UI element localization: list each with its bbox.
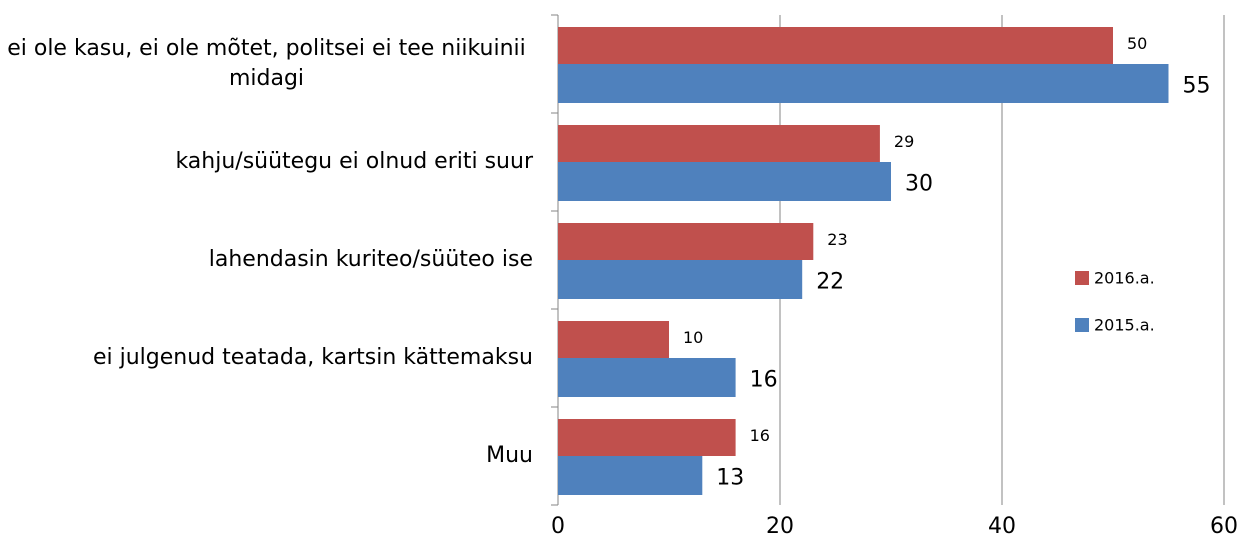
bar — [558, 321, 669, 358]
x-tick-label: 0 — [551, 514, 565, 539]
bar — [558, 260, 803, 299]
y-tick-label: lahendasin kuriteo/süüteo ise — [208, 247, 533, 272]
y-tick-label: Muu — [486, 443, 533, 468]
bar — [558, 419, 736, 456]
data-label: 13 — [716, 466, 744, 491]
x-tick-label: 20 — [766, 514, 794, 539]
bar — [558, 64, 1169, 103]
bar — [558, 358, 736, 397]
x-tick-label: 60 — [1210, 514, 1238, 539]
y-tick-label: ei ole kasu, ei ole mõtet, politsei ei t… — [7, 36, 526, 91]
data-label: 50 — [1127, 34, 1147, 53]
data-label: 23 — [827, 230, 847, 249]
x-tick-label: 40 — [988, 514, 1016, 539]
bar — [558, 27, 1113, 64]
bar — [558, 162, 891, 201]
legend-swatch — [1075, 318, 1089, 332]
data-label: 16 — [750, 368, 778, 393]
legend-swatch — [1075, 271, 1089, 285]
data-label: 29 — [894, 132, 914, 151]
bar — [558, 125, 880, 162]
data-label: 30 — [905, 172, 933, 197]
data-label: 22 — [816, 270, 844, 295]
legend-label: 2015.a. — [1094, 316, 1155, 335]
y-tick-label: kahju/süütegu ei olnud eriti suur — [175, 149, 533, 174]
bar — [558, 456, 703, 495]
data-label: 10 — [683, 328, 703, 347]
bar — [558, 223, 814, 260]
legend-label: 2016.a. — [1094, 269, 1155, 288]
y-tick-label: ei julgenud teatada, kartsin kättemaksu — [92, 345, 533, 370]
data-label: 16 — [750, 426, 770, 445]
data-label: 55 — [1183, 74, 1211, 99]
